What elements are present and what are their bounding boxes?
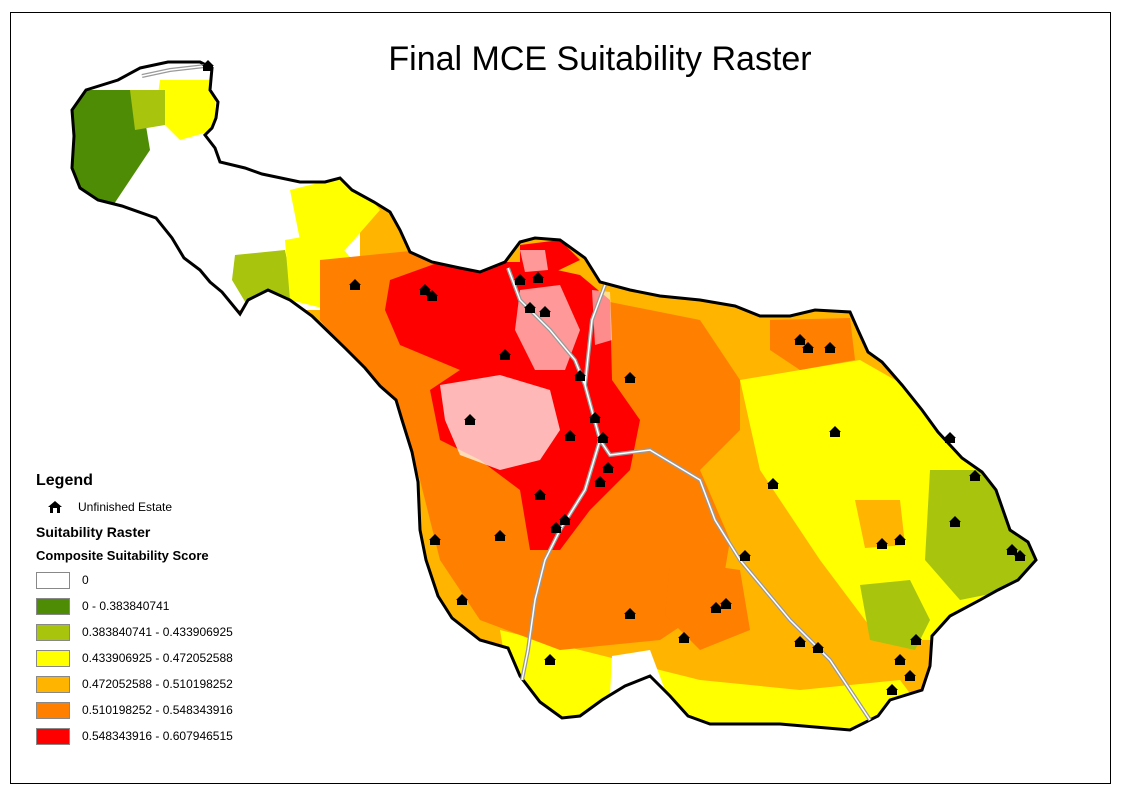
legend-class-label: 0.548343916 - 0.607946515: [82, 729, 233, 743]
house-icon: [802, 342, 814, 353]
house-icon: [876, 538, 888, 549]
house-icon: [710, 602, 722, 613]
house-icon: [910, 634, 922, 645]
legend-field-label: Composite Suitability Score: [36, 548, 209, 563]
house-icon: [524, 302, 536, 313]
house-icon: [597, 432, 609, 443]
legend-swatch: [36, 675, 70, 693]
legend-swatch: [36, 623, 70, 641]
house-icon: [969, 470, 981, 481]
house-icon: [456, 594, 468, 605]
house-icon: [904, 670, 916, 681]
house-icon: [532, 272, 544, 283]
house-icon: [794, 334, 806, 345]
legend-swatch: [36, 597, 70, 615]
house-icon: [559, 514, 571, 525]
house-icon: [944, 432, 956, 443]
legend-point-label: Unfinished Estate: [78, 500, 173, 514]
house-icon: [624, 608, 636, 619]
raster-class-0-383: [72, 90, 150, 210]
legend-class-row: 0.472052588 - 0.510198252: [36, 671, 233, 697]
house-icon: [739, 550, 751, 561]
house-icon: [539, 306, 551, 317]
house-icon: [602, 462, 614, 473]
house-icon: [1014, 550, 1026, 561]
house-icon: [794, 636, 806, 647]
legend-class-label: 0.510198252 - 0.548343916: [82, 703, 233, 717]
house-icon: [824, 342, 836, 353]
legend-class-label: 0 - 0.383840741: [82, 599, 170, 613]
legend-heading: Legend: [36, 472, 93, 489]
legend-class-row: 0 - 0.383840741: [36, 593, 233, 619]
house-icon: [48, 501, 62, 513]
legend-class-label: 0: [82, 573, 89, 587]
house-icon: [829, 426, 841, 437]
house-icon: [349, 279, 361, 290]
house-icon: [949, 516, 961, 527]
legend-classes: 0 0 - 0.383840741 0.383840741 - 0.43390692…: [36, 567, 233, 749]
house-icon: [624, 372, 636, 383]
house-icon: [574, 370, 586, 381]
legend-raster-label: Suitability Raster: [36, 524, 151, 540]
legend-swatch: [36, 571, 70, 589]
legend-class-row: 0: [36, 567, 233, 593]
legend-swatch: [36, 701, 70, 719]
legend-class-label: 0.383840741 - 0.433906925: [82, 625, 233, 639]
house-icon: [534, 489, 546, 500]
house-icon: [1006, 544, 1018, 555]
legend-class-row: 0.548343916 - 0.607946515: [36, 723, 233, 749]
legend-class-label: 0.472052588 - 0.510198252: [82, 677, 233, 691]
house-icon: [202, 60, 214, 71]
house-icon: [464, 414, 476, 425]
house-icon: [429, 534, 441, 545]
legend-swatch: [36, 727, 70, 745]
legend-class-row: 0.383840741 - 0.433906925: [36, 619, 233, 645]
raster-class-383-433: [925, 470, 1036, 600]
house-icon: [589, 412, 601, 423]
map-title: Final MCE Suitability Raster: [388, 40, 812, 78]
house-icon: [544, 654, 556, 665]
unfinished-estate-markers: [202, 60, 1026, 695]
house-icon: [720, 598, 732, 609]
house-icon: [678, 632, 690, 643]
legend-class-row: 0.433906925 - 0.472052588: [36, 645, 233, 671]
house-icon: [886, 684, 898, 695]
house-icon: [514, 274, 526, 285]
legend-point-entry: Unfinished Estate: [46, 496, 233, 518]
house-icon: [550, 522, 562, 533]
house-icon: [894, 534, 906, 545]
house-icon: [564, 430, 576, 441]
legend-class-row: 0.510198252 - 0.548343916: [36, 697, 233, 723]
house-icon: [494, 530, 506, 541]
legend: Legend Unfinished Estate Suitability Ras…: [36, 472, 233, 749]
house-icon: [767, 478, 779, 489]
house-icon: [894, 654, 906, 665]
house-icon: [419, 284, 431, 295]
legend-class-label: 0.433906925 - 0.472052588: [82, 651, 233, 665]
house-icon: [499, 349, 511, 360]
house-icon: [426, 290, 438, 301]
house-icon: [812, 642, 824, 653]
legend-swatch: [36, 649, 70, 667]
house-icon: [594, 476, 606, 487]
